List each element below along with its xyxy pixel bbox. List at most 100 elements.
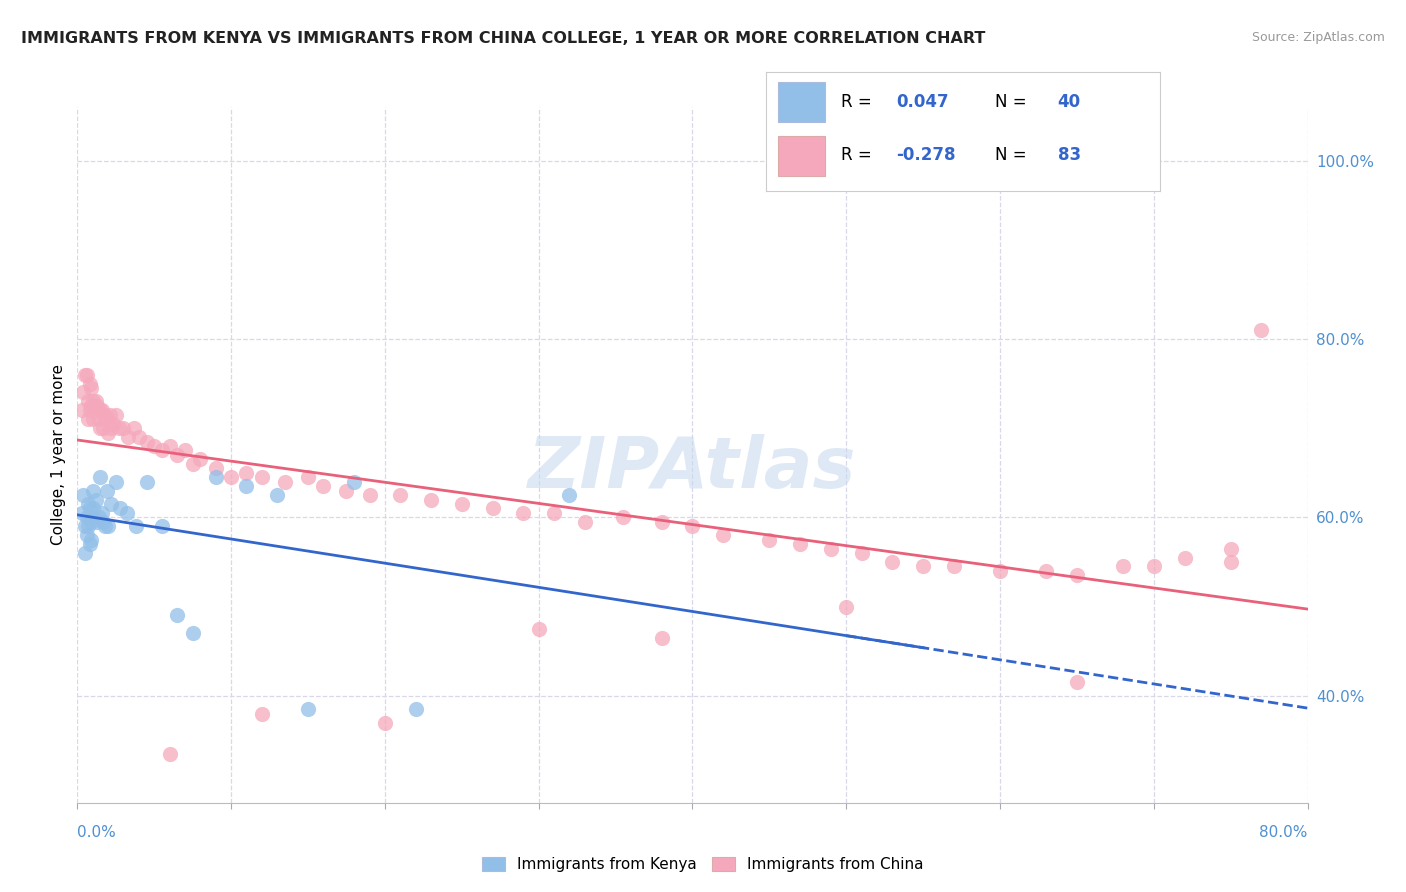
Point xyxy=(1035,564,1057,578)
Point xyxy=(359,488,381,502)
Point xyxy=(181,457,204,471)
Point xyxy=(115,506,138,520)
Point xyxy=(89,421,111,435)
Point xyxy=(405,702,427,716)
Point xyxy=(1219,555,1241,569)
Point xyxy=(87,412,110,426)
Point xyxy=(266,488,288,502)
Point xyxy=(297,702,319,716)
Legend: Immigrants from Kenya, Immigrants from China: Immigrants from Kenya, Immigrants from C… xyxy=(474,849,932,880)
Point xyxy=(125,519,148,533)
Point xyxy=(96,412,118,426)
Point xyxy=(98,408,121,422)
Point xyxy=(527,622,550,636)
Point xyxy=(97,425,120,440)
Point xyxy=(76,528,98,542)
Point xyxy=(104,408,127,422)
Text: IMMIGRANTS FROM KENYA VS IMMIGRANTS FROM CHINA COLLEGE, 1 YEAR OR MORE CORRELATI: IMMIGRANTS FROM KENYA VS IMMIGRANTS FROM… xyxy=(21,31,986,46)
Point xyxy=(76,368,98,382)
Point xyxy=(558,488,581,502)
Point xyxy=(274,475,297,489)
Point xyxy=(80,399,103,413)
Point xyxy=(86,399,108,413)
Point xyxy=(150,519,173,533)
Point xyxy=(112,421,135,435)
Point xyxy=(94,408,117,422)
Point xyxy=(89,403,111,417)
Point xyxy=(83,399,105,413)
Point xyxy=(150,443,173,458)
Point xyxy=(108,421,131,435)
Point xyxy=(335,483,357,498)
Point xyxy=(188,452,212,467)
Point xyxy=(76,510,98,524)
Point xyxy=(93,515,115,529)
Point xyxy=(235,479,257,493)
Point xyxy=(79,376,101,391)
Point xyxy=(450,497,472,511)
Text: 0.0%: 0.0% xyxy=(77,825,117,840)
Point xyxy=(389,488,412,502)
Point xyxy=(851,546,873,560)
Point xyxy=(79,403,101,417)
Point xyxy=(159,747,181,761)
Point xyxy=(820,541,842,556)
Point xyxy=(122,421,145,435)
Point xyxy=(1066,568,1088,582)
Point xyxy=(73,368,96,382)
Point xyxy=(711,528,734,542)
Point xyxy=(110,501,132,516)
Point xyxy=(100,421,122,435)
Point xyxy=(77,519,100,533)
Point xyxy=(86,515,108,529)
Point xyxy=(104,475,127,489)
Point xyxy=(181,626,204,640)
Point xyxy=(250,470,273,484)
Point xyxy=(73,519,96,533)
Point xyxy=(80,381,103,395)
Point xyxy=(219,470,242,484)
Point xyxy=(543,506,565,520)
Point xyxy=(70,506,93,520)
Point xyxy=(83,510,105,524)
Point xyxy=(135,434,157,449)
Point xyxy=(80,533,103,547)
Point xyxy=(312,479,335,493)
Point xyxy=(512,506,534,520)
Point xyxy=(77,497,100,511)
Point xyxy=(159,439,181,453)
Point xyxy=(70,403,93,417)
Point xyxy=(96,483,118,498)
Point xyxy=(166,608,188,623)
Point xyxy=(101,417,124,431)
Point xyxy=(1219,541,1241,556)
Point xyxy=(82,394,104,409)
Point xyxy=(135,475,157,489)
Point xyxy=(166,448,188,462)
Point xyxy=(574,515,596,529)
Point xyxy=(682,519,704,533)
Point xyxy=(942,559,965,574)
Point xyxy=(84,394,107,409)
Point xyxy=(1112,559,1135,574)
Point xyxy=(82,501,104,516)
Point xyxy=(343,475,366,489)
Point xyxy=(988,564,1011,578)
Point xyxy=(77,412,100,426)
Point xyxy=(835,599,858,614)
Point xyxy=(97,519,120,533)
Point xyxy=(204,470,226,484)
Point xyxy=(128,430,150,444)
Point xyxy=(651,631,673,645)
Point xyxy=(72,488,94,502)
Text: 80.0%: 80.0% xyxy=(1260,825,1308,840)
Point xyxy=(1174,550,1197,565)
Point xyxy=(89,470,111,484)
Point xyxy=(912,559,935,574)
Point xyxy=(789,537,811,551)
Point xyxy=(100,497,122,511)
Point xyxy=(72,385,94,400)
Text: Source: ZipAtlas.com: Source: ZipAtlas.com xyxy=(1251,31,1385,45)
Point xyxy=(204,461,226,475)
Point xyxy=(420,492,443,507)
